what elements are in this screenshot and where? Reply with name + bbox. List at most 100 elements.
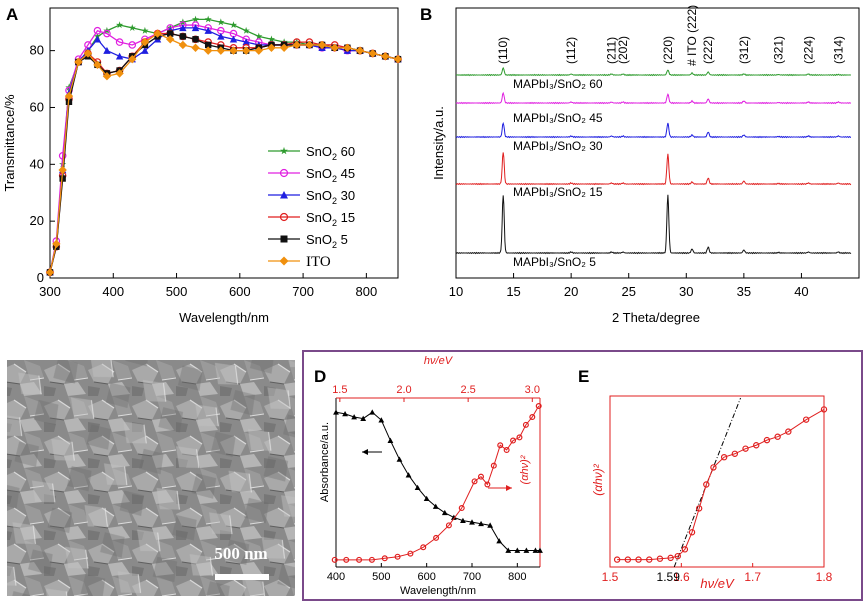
- data-point: [478, 520, 484, 527]
- peak-label: (321): [771, 36, 785, 64]
- legend-label: SnO2 45: [306, 166, 355, 184]
- data-point: [445, 522, 452, 529]
- data-point: [93, 35, 102, 43]
- data-point: [774, 433, 781, 440]
- panel-d-x-ticks: 400 500 600 700 800: [327, 563, 527, 583]
- peak-label: (220): [661, 36, 675, 64]
- data-point: [414, 484, 421, 491]
- legend-marker: [279, 256, 289, 266]
- x-tick-label: 40: [794, 284, 808, 299]
- data-point: [179, 33, 187, 40]
- data-point: [720, 453, 728, 461]
- tauc-path: [334, 405, 540, 561]
- legend-label: SnO2 5: [306, 232, 348, 250]
- data-point: [103, 29, 111, 38]
- panel-b-peak-labels: (110) (112) (211)(202) (220) # ITO (222) (222…: [496, 5, 845, 66]
- tauc-path: [617, 408, 825, 561]
- panel-a-series: [45, 15, 403, 277]
- panel-b-captions: MAPbI₃/SnO₂ 60 MAPbI₃/SnO₂ 45 MAPbI₃/SnO₂ …: [513, 77, 603, 269]
- legend-label: SnO2 15: [306, 210, 355, 228]
- data-point: [103, 46, 111, 54]
- data-point: [167, 30, 174, 37]
- data-point: [254, 46, 263, 55]
- legend-label: SnO2 30: [306, 188, 355, 206]
- data-point: [802, 416, 810, 423]
- xrd-pattern: [456, 194, 852, 255]
- peak-label: (110): [496, 37, 510, 64]
- panel-letter-b: B: [420, 5, 432, 24]
- panel-b-x-ticks: 10 15 20 25 30 35 40: [449, 273, 809, 299]
- x-tick-label: 600: [417, 571, 435, 583]
- x-tick-label: 800: [356, 284, 378, 299]
- peak-label: (224): [801, 36, 815, 64]
- panel-de-border: [302, 350, 863, 601]
- y-tick-label: 0: [37, 270, 44, 285]
- tauc-series: [331, 403, 542, 563]
- data-point: [140, 37, 150, 47]
- y-tick-label: 40: [30, 156, 44, 171]
- data-point: [305, 40, 314, 50]
- data-point: [191, 43, 200, 52]
- panel-d-y-left-label: Absorbance/a.u.: [319, 422, 331, 502]
- x-tick-label: 15: [506, 284, 520, 299]
- x-tick-label: 20: [564, 284, 578, 299]
- panel-b-x-label: 2 Theta/degree: [612, 310, 700, 325]
- data-point: [317, 40, 327, 50]
- data-point: [537, 547, 543, 553]
- data-point: [267, 35, 276, 43]
- top-tick-label: 1.5: [332, 384, 347, 396]
- data-point: [216, 46, 226, 55]
- data-point: [458, 505, 465, 512]
- data-point: [74, 57, 83, 67]
- data-point: [613, 556, 621, 563]
- data-point: [179, 24, 187, 32]
- panel-letter-d: D: [314, 367, 326, 386]
- data-point: [191, 24, 200, 32]
- x-tick-label: 1.8: [816, 570, 833, 584]
- data-point: [351, 414, 358, 420]
- x-tick-label: 1.5: [602, 570, 619, 584]
- data-point: [128, 41, 137, 49]
- data-point: [710, 464, 717, 471]
- x-tick-label: 35: [737, 284, 751, 299]
- peak-label: (202): [616, 36, 630, 64]
- data-point: [405, 472, 412, 478]
- data-point: [52, 239, 61, 249]
- data-point: [484, 481, 491, 488]
- data-point: [487, 522, 494, 528]
- panel-e-y-label: (αhν)²: [591, 463, 605, 496]
- panel-e-series: [613, 397, 828, 568]
- panel-a-x-ticks: 300 400 500 600 700 800: [39, 273, 377, 299]
- x-tick-label: 800: [508, 571, 526, 583]
- panel-e-x-ticks: 1.5 1.6 1.7 1.8 1.59: [602, 563, 833, 584]
- legend-marker: [280, 235, 288, 243]
- panel-letter-e: E: [578, 367, 589, 386]
- x-tick-label: 30: [679, 284, 693, 299]
- x-tick-label: 1.6: [673, 570, 690, 584]
- data-point: [695, 505, 703, 512]
- data-point: [423, 495, 430, 502]
- data-point: [523, 547, 530, 553]
- data-point: [785, 428, 792, 435]
- legend-marker: [279, 212, 289, 222]
- data-point: [522, 421, 529, 428]
- data-point: [381, 52, 390, 61]
- data-point: [763, 436, 771, 444]
- panel-b-series: [455, 66, 852, 255]
- data-point: [343, 43, 352, 52]
- x-tick-label: 25: [621, 284, 635, 299]
- scale-bar: [215, 574, 269, 580]
- sample-caption: MAPbI₃/SnO₂ 15: [513, 185, 603, 199]
- panel-d-series: [331, 403, 543, 563]
- panel-d-top-ticks: 1.5 2.0 2.5 3.0: [332, 384, 540, 402]
- x-tick-label: 300: [39, 284, 61, 299]
- data-point: [128, 24, 136, 31]
- data-point: [204, 27, 212, 34]
- data-point: [394, 553, 401, 560]
- x-tick-label: 600: [229, 284, 251, 299]
- data-point: [516, 434, 523, 441]
- panel-a-y-label: Transmittance/%: [2, 94, 17, 191]
- data-point: [255, 32, 263, 40]
- data-point: [58, 151, 67, 160]
- data-point: [116, 21, 124, 29]
